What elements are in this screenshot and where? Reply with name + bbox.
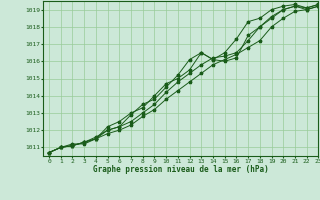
X-axis label: Graphe pression niveau de la mer (hPa): Graphe pression niveau de la mer (hPa) [93, 165, 269, 174]
